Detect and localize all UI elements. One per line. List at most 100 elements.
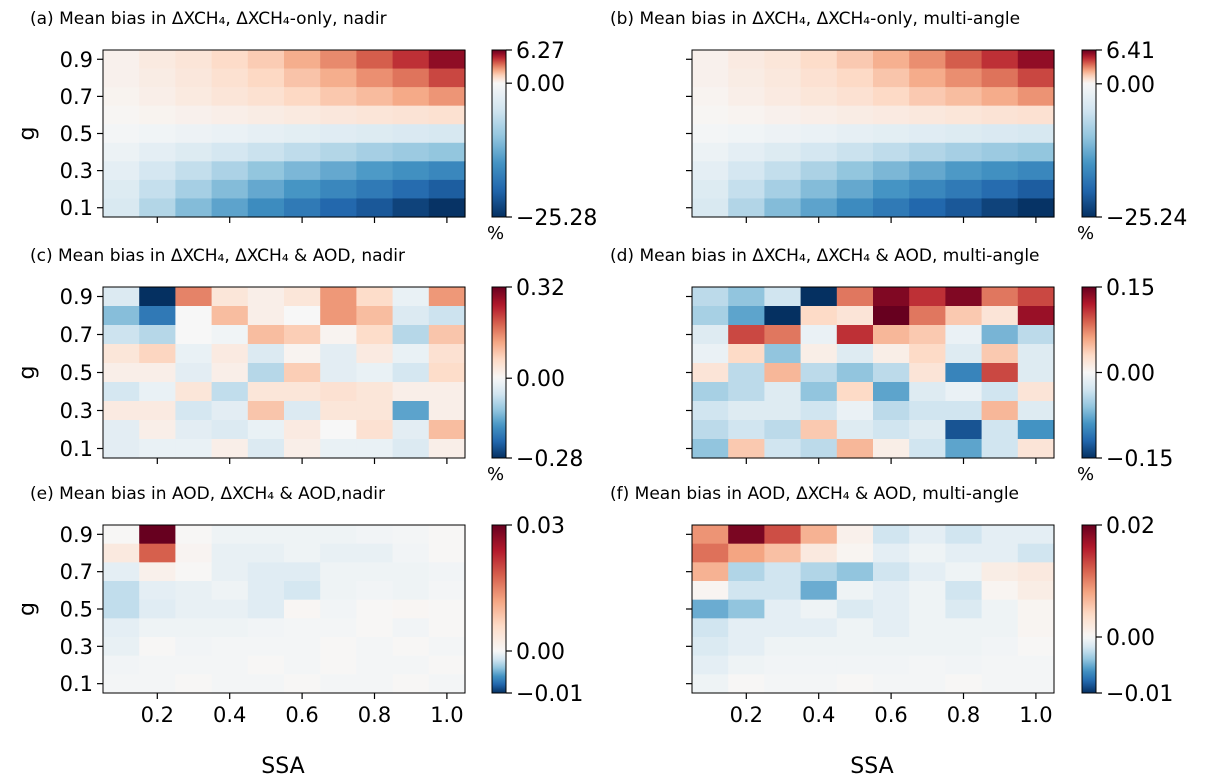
heatmap-cell xyxy=(873,401,910,421)
heatmap-cell xyxy=(392,198,430,218)
heatmap-cell xyxy=(211,439,249,459)
y-tick-label: 0.5 xyxy=(60,598,93,622)
heatmap-cell xyxy=(139,87,176,107)
heatmap-cell xyxy=(103,198,140,218)
heatmap-cell xyxy=(139,420,176,440)
heatmap-cell xyxy=(103,50,140,70)
heatmap-cell xyxy=(764,50,802,70)
heatmap-cell xyxy=(356,198,394,218)
heatmap-cell xyxy=(211,599,249,619)
heatmap-cell xyxy=(981,543,1019,563)
heatmap-cell xyxy=(284,198,321,218)
heatmap-cell xyxy=(103,306,140,326)
y-tick-label: 0.7 xyxy=(60,323,93,347)
heatmap-cell xyxy=(356,674,394,694)
heatmap-cell xyxy=(764,618,802,638)
heatmap-cell xyxy=(981,618,1019,638)
heatmap-cell xyxy=(764,105,802,125)
heatmap-cell xyxy=(909,344,946,364)
heatmap-cell xyxy=(320,363,357,383)
heatmap-cell xyxy=(692,439,729,459)
heatmap-cell xyxy=(320,87,357,107)
heatmap-cell xyxy=(909,637,946,657)
heatmap-cell xyxy=(873,161,910,181)
heatmap-cell xyxy=(945,562,983,582)
heatmap-cell xyxy=(909,525,946,545)
heatmap-cell xyxy=(1017,525,1055,545)
heatmap-cell xyxy=(728,142,765,162)
heatmap-cell xyxy=(392,179,430,200)
heatmap-cell xyxy=(103,618,140,638)
heatmap-cell xyxy=(139,439,176,459)
heatmap-cell xyxy=(873,198,910,218)
heatmap-cell xyxy=(320,655,357,675)
heatmap-cell xyxy=(284,543,321,563)
colorbar-tick-label: 0.00 xyxy=(1106,626,1155,651)
heatmap-cell xyxy=(356,68,394,88)
heatmap-cell xyxy=(428,325,466,345)
heatmap-cell xyxy=(392,581,430,601)
heatmap-cell xyxy=(836,599,874,619)
heatmap-cell xyxy=(692,68,729,88)
heatmap-cell xyxy=(909,420,946,440)
heatmap-cell xyxy=(873,325,910,345)
heatmap-cell xyxy=(836,306,874,326)
heatmap-cell xyxy=(1017,363,1055,383)
x-tick-label: 1.0 xyxy=(1019,703,1052,727)
heatmap-cell xyxy=(392,401,430,421)
heatmap-cell xyxy=(764,382,802,402)
heatmap-cell xyxy=(103,325,140,345)
heatmap-cell xyxy=(175,363,213,383)
panel-d: (d) Mean bias in ΔXCH₄, ΔXCH₄ & AOD, mul… xyxy=(610,246,1173,485)
heatmap-cell xyxy=(728,50,765,70)
heatmap-cell xyxy=(800,287,838,307)
heatmap-cell xyxy=(284,655,321,675)
heatmap-cell xyxy=(909,142,946,162)
heatmap-cell xyxy=(320,105,357,125)
heatmap-cell xyxy=(139,599,176,619)
heatmap-cell xyxy=(247,420,285,440)
heatmap-cell xyxy=(284,344,321,364)
heatmap-cell xyxy=(356,306,394,326)
heatmap-cell xyxy=(836,525,874,545)
heatmap-cell xyxy=(175,439,213,459)
panel-c: (c) Mean bias in ΔXCH₄, ΔXCH₄ & AOD, nad… xyxy=(15,246,583,485)
heatmap-cell xyxy=(873,618,910,638)
heatmap-cell xyxy=(945,142,983,162)
heatmap-cell xyxy=(320,637,357,657)
heatmap-cell xyxy=(211,50,249,70)
heatmap-cell xyxy=(692,655,729,675)
heatmap-cell xyxy=(356,124,394,144)
heatmap-cell xyxy=(284,105,321,125)
heatmap-cell xyxy=(728,401,765,421)
heatmap-cell xyxy=(1017,655,1055,675)
heatmap-cell xyxy=(692,87,729,107)
heatmap-cell xyxy=(284,287,321,307)
heatmap-cell xyxy=(247,68,285,88)
heatmap-cell xyxy=(356,179,394,200)
colorbar xyxy=(491,49,507,218)
heatmap-cell xyxy=(356,618,394,638)
heatmap-cell xyxy=(764,543,802,563)
heatmap-cell xyxy=(392,50,430,70)
heatmap-cell xyxy=(175,344,213,364)
y-tick-label: 0.7 xyxy=(60,85,93,109)
heatmap-cell xyxy=(320,581,357,601)
heatmap-cell xyxy=(836,439,874,459)
heatmap-cell xyxy=(103,179,140,200)
heatmap-cell xyxy=(103,124,140,144)
heatmap-cell xyxy=(728,562,765,582)
heatmap-cell xyxy=(836,382,874,402)
x-tick-label: 0.8 xyxy=(947,703,980,727)
heatmap-cell xyxy=(728,344,765,364)
y-tick-label: 0.9 xyxy=(60,285,93,309)
heatmap-cell xyxy=(728,599,765,619)
heatmap-cell xyxy=(909,105,946,125)
heatmap-cell xyxy=(139,161,176,181)
heatmap-cell xyxy=(139,287,176,307)
heatmap-cell xyxy=(103,344,140,364)
heatmap-cell xyxy=(945,105,983,125)
heatmap-cell xyxy=(981,306,1019,326)
heatmap-cell xyxy=(356,50,394,70)
